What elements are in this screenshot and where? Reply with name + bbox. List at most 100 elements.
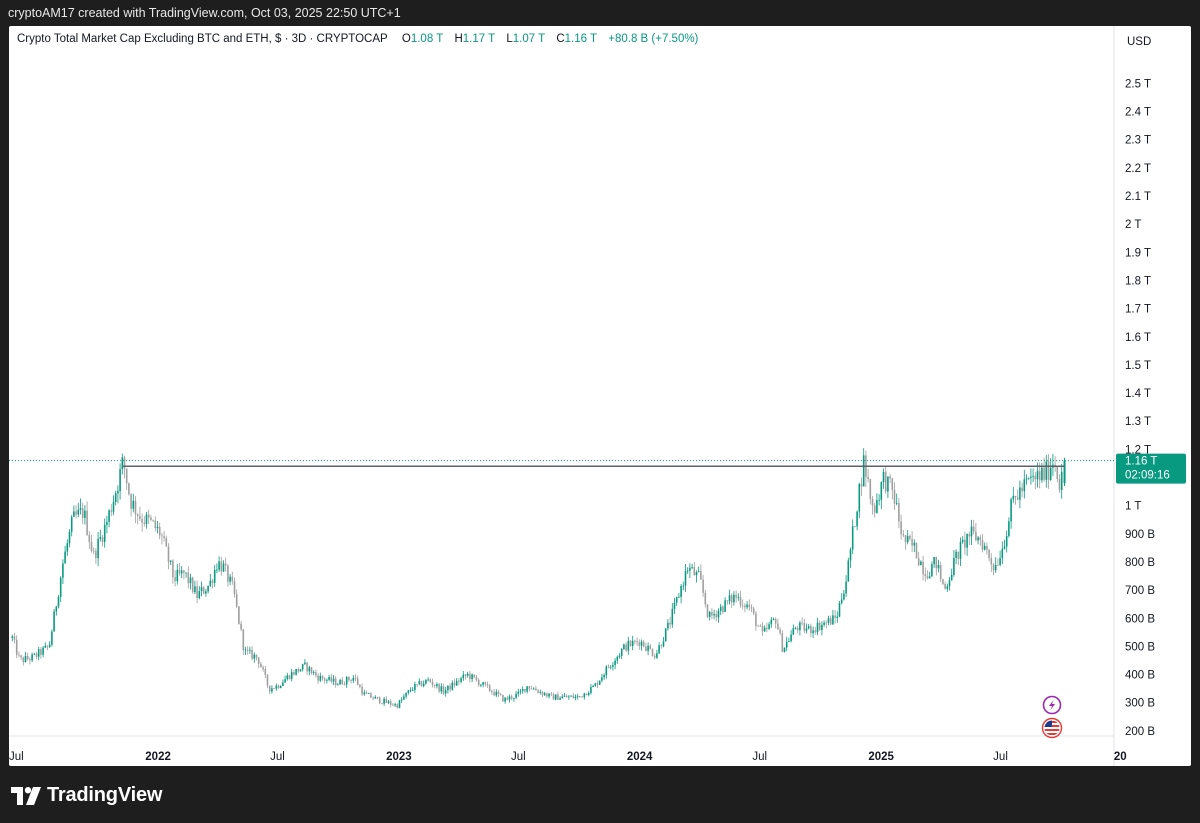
candle-body <box>275 685 278 689</box>
candle-body <box>253 654 256 659</box>
candle-body <box>988 549 990 559</box>
candle-body <box>766 627 768 629</box>
candle-body <box>218 561 220 570</box>
lightning-icon[interactable] <box>1042 695 1062 715</box>
candle-body <box>680 586 682 597</box>
candle-body <box>904 535 907 543</box>
candle-body <box>493 692 495 696</box>
candle-body <box>829 618 832 625</box>
candle-body <box>642 641 645 647</box>
candle-body <box>15 639 18 655</box>
candle-body <box>686 570 689 572</box>
price-tick-label: 1 T <box>1125 501 1141 513</box>
candle-body <box>827 618 830 623</box>
candle-body <box>381 703 383 704</box>
candle-body <box>282 682 284 686</box>
price-tick-label: 300 B <box>1125 698 1155 710</box>
price-tick-label: 1.9 T <box>1125 247 1151 259</box>
candle-body <box>983 545 986 550</box>
candle-body <box>706 604 709 617</box>
time-tick-label: 2025 <box>868 751 894 763</box>
candle-body <box>48 644 51 647</box>
candle-body <box>88 534 91 542</box>
candle-body <box>843 593 845 600</box>
candle-body <box>330 676 333 682</box>
candle-body <box>444 690 447 694</box>
candle-body <box>572 695 575 699</box>
candle-body <box>715 614 718 618</box>
candle-body <box>97 538 99 559</box>
candle-body <box>724 600 726 613</box>
change-value: +80.8 B (+7.50%) <box>608 33 699 45</box>
candle-body <box>623 644 625 650</box>
candle-body <box>365 692 368 694</box>
candle-body <box>869 479 872 499</box>
price-chart[interactable]: 2.5 T 2.4 T 2.3 T 2.2 T 2.1 T 2 T 1.9 T 1.8 T 1.… <box>9 26 1191 766</box>
candle-body <box>926 576 929 579</box>
candle-body <box>172 560 174 578</box>
candle-body <box>1010 499 1012 522</box>
price-tick-label: 1.2 T <box>1125 444 1151 456</box>
candle-body <box>640 641 643 646</box>
tradingview-brand[interactable]: TradingView <box>11 784 162 807</box>
symbol-title[interactable]: Crypto Total Market Cap Excluding BTC an… <box>17 33 388 45</box>
candle-body <box>11 636 14 638</box>
time-tick-label: 2024 <box>627 751 653 763</box>
candle-body <box>539 691 542 693</box>
candle-body <box>134 500 137 515</box>
candle-body <box>255 654 258 658</box>
time-tick-label: Jul <box>9 751 24 763</box>
candle-body <box>101 537 104 542</box>
candle-body <box>581 696 583 698</box>
time-axis[interactable]: Jul 2022 Jul 2023 Jul 2024 Jul 2025 Jul 20 <box>9 751 1127 763</box>
candle-body <box>895 502 898 504</box>
candle-body <box>596 683 599 685</box>
candle-body <box>590 686 592 693</box>
candle-body <box>392 704 394 706</box>
candle-body <box>495 691 498 696</box>
candle-body <box>442 686 445 694</box>
currency-label[interactable]: USD <box>1127 36 1151 48</box>
candle-body <box>64 551 66 564</box>
candle-body <box>620 649 623 656</box>
candle-body <box>792 628 795 635</box>
chart-legend[interactable]: Crypto Total Market Cap Excluding BTC an… <box>17 33 698 45</box>
close-label: C <box>556 33 565 45</box>
candle-body <box>77 509 80 515</box>
candle-body <box>482 682 484 685</box>
candle-body <box>55 606 58 612</box>
candle-body <box>618 655 621 657</box>
candle-body <box>264 669 267 675</box>
candle-body <box>216 569 218 571</box>
price-tick-label: 2.5 T <box>1125 78 1151 90</box>
candle-body <box>295 668 297 675</box>
candle-body <box>535 688 537 691</box>
candle-body <box>625 644 627 651</box>
candle-body <box>51 631 53 645</box>
candle-body <box>141 519 143 523</box>
candle-body <box>964 539 966 548</box>
candle-body <box>334 678 337 686</box>
candle-body <box>1036 471 1039 480</box>
candle-body <box>189 577 192 584</box>
candle-body <box>262 667 264 670</box>
candle-body <box>939 564 942 580</box>
candle-body <box>198 591 201 599</box>
candle-body <box>658 645 660 654</box>
us-flag-icon[interactable] <box>1041 717 1063 739</box>
candle-body <box>178 569 181 574</box>
candle-body <box>781 633 784 652</box>
candle-body <box>1003 546 1006 549</box>
price-axis[interactable]: 2.5 T 2.4 T 2.3 T 2.2 T 2.1 T 2 T 1.9 T 1.8 T 1.… <box>1125 78 1155 737</box>
candle-body <box>1030 476 1032 478</box>
candle-body <box>530 688 533 690</box>
chart-caption: cryptoAM17 created with TradingView.com,… <box>8 6 401 20</box>
candle-body <box>1014 495 1017 498</box>
candle-body <box>1058 479 1061 491</box>
candle-body <box>57 596 60 607</box>
candle-body <box>451 682 454 690</box>
candle-body <box>636 641 638 643</box>
candle-body <box>847 560 850 582</box>
candle-body <box>700 571 702 580</box>
chart-area[interactable]: 2.5 T 2.4 T 2.3 T 2.2 T 2.1 T 2 T 1.9 T 1.8 T 1.… <box>9 26 1191 766</box>
